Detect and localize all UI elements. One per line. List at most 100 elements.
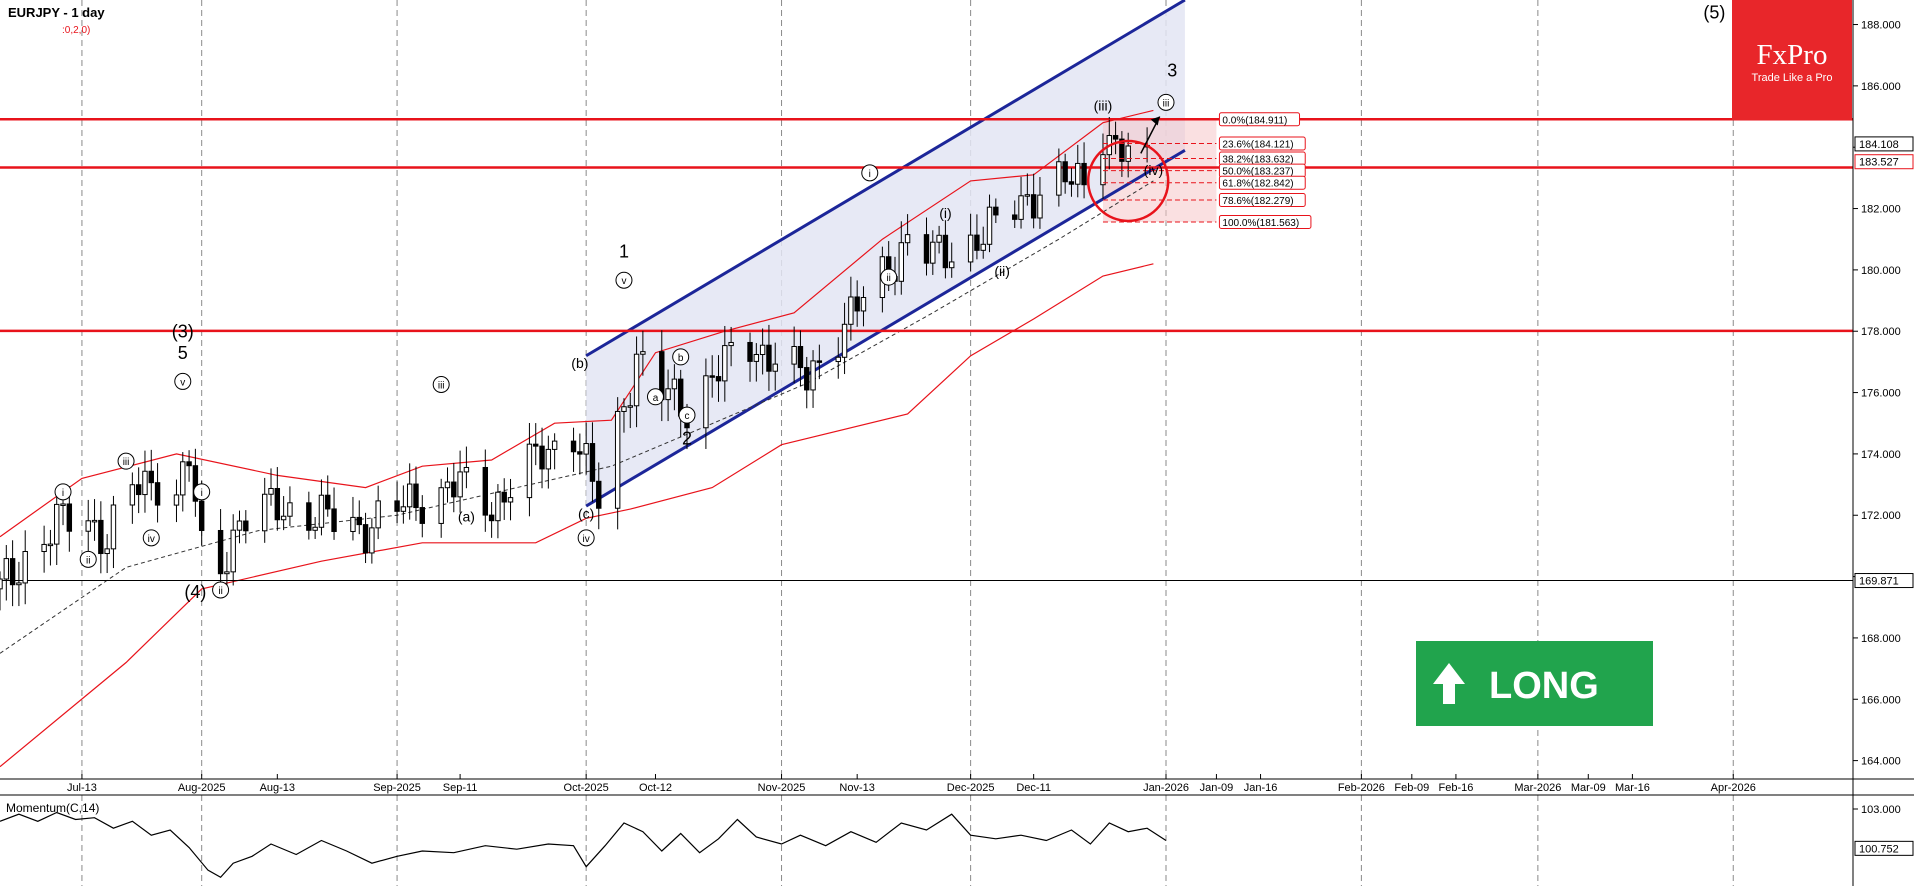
candle-body (501, 491, 507, 503)
wave-label: i (869, 169, 871, 180)
x-tick-label: Mar-2026 (1514, 782, 1561, 794)
candle-body (60, 503, 66, 506)
candle-body (772, 363, 778, 372)
wave-label-circle (193, 483, 211, 501)
fib-level-label: 38.2%(183.632) (1222, 154, 1293, 165)
candle-body (224, 571, 230, 575)
candle-body (41, 543, 47, 553)
wave-label: v (180, 377, 185, 388)
candle-body (936, 234, 942, 243)
candle-body (306, 502, 312, 531)
indicator-params: :0,2,0) (62, 25, 90, 36)
target-circle (1086, 139, 1170, 223)
wave-label: (3) (172, 321, 194, 341)
x-tick-label: Jan-16 (1244, 782, 1278, 794)
candle-body (986, 206, 993, 245)
candlesticks (0, 116, 1150, 611)
wave-label: (4) (184, 582, 206, 602)
candle-body (110, 504, 117, 550)
x-tick-label: Feb-09 (1394, 782, 1429, 794)
x-tick-label: Mar-16 (1615, 782, 1650, 794)
wave-label: ii (886, 273, 890, 284)
candle-body (671, 378, 678, 390)
candle-body (627, 405, 633, 408)
candle-body (318, 494, 325, 528)
y-tick-label: 186.000 (1861, 81, 1901, 93)
badge-label: LONG (1489, 665, 1599, 707)
x-tick-label: Feb-2026 (1338, 782, 1385, 794)
candle-body (356, 516, 362, 526)
price-tag-label: 183.527 (1859, 157, 1899, 169)
candle-body (860, 297, 867, 312)
y-tick-label: 172.000 (1861, 510, 1901, 522)
momentum-tick-label: 103.000 (1861, 804, 1901, 816)
grid-lines (81, 0, 1734, 886)
axes: 188.000186.000184.000182.000180.000178.0… (67, 0, 1914, 886)
price-tag-box (1854, 573, 1914, 589)
candle-body (797, 345, 804, 369)
candle-body (9, 558, 16, 586)
candle-body (268, 487, 274, 495)
candle-body (1018, 195, 1024, 220)
candle-body (375, 500, 381, 529)
candle-body (3, 558, 10, 580)
candle-body (747, 341, 753, 362)
fib-label-box (1218, 214, 1312, 229)
fib-label-box (1218, 192, 1306, 207)
y-tick-label: 166.000 (1861, 694, 1901, 706)
candle-body (1100, 154, 1106, 186)
price-tag-box (1854, 154, 1914, 170)
price-tag-label: 184.108 (1859, 139, 1899, 151)
candle-body (463, 466, 470, 473)
candle-body (533, 443, 539, 447)
candle-body (967, 234, 974, 263)
logo-brand: FxPro (1757, 39, 1828, 71)
candle-body (974, 234, 980, 251)
logo-tagline: Trade Like a Pro (1752, 72, 1833, 84)
wave-label-circle (678, 406, 696, 424)
candle-body (1081, 162, 1087, 186)
wave-label: 2 (682, 429, 692, 449)
candle-body (54, 503, 60, 545)
candle-body (362, 524, 369, 554)
candle-body (47, 543, 54, 547)
candle-body (1030, 194, 1037, 219)
wave-label-circle (880, 268, 898, 286)
y-tick-label: 168.000 (1861, 633, 1901, 645)
candle-body (369, 527, 375, 554)
candle-body (173, 494, 180, 506)
wave-label-circle (142, 529, 160, 547)
y-tick-label: 164.000 (1861, 756, 1901, 768)
candle-body (217, 529, 224, 575)
projection-arrow-head (1150, 116, 1160, 126)
fib-label-box (1218, 136, 1306, 151)
x-tick-label: Nov-2025 (758, 782, 806, 794)
fib-level-label: 78.6%(182.279) (1222, 196, 1293, 207)
wave-label: (ii) (994, 263, 1010, 279)
candle-body (923, 234, 930, 264)
y-tick-label: 182.000 (1861, 204, 1901, 216)
wave-label: (iv) (1144, 162, 1163, 178)
x-tick-label: Nov-13 (839, 782, 874, 794)
momentum-panel (0, 778, 1914, 879)
candle-body (633, 353, 640, 407)
wave-label: (i) (939, 205, 951, 221)
candle-body (1125, 145, 1131, 162)
candle-body (1112, 135, 1119, 140)
candle-body (1119, 138, 1125, 162)
candle-body (728, 341, 734, 347)
wave-label: (iii) (1094, 97, 1113, 113)
wave-label-circle (174, 372, 192, 390)
candle-body (551, 440, 558, 450)
wave-label-circle (672, 348, 690, 366)
x-tick-label: Aug-2025 (178, 782, 226, 794)
candle-body (848, 296, 854, 325)
candle-body (262, 493, 268, 532)
wave-label: a (653, 393, 659, 404)
candle-body (640, 351, 646, 355)
wave-label: ii (86, 555, 90, 566)
wave-label: (b) (571, 355, 588, 371)
wave-label: 5 (178, 343, 188, 363)
